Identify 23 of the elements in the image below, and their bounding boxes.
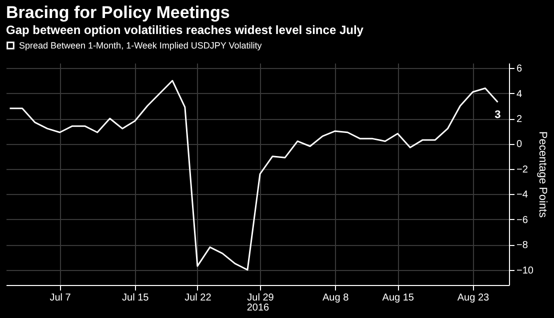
y-tick-label: 2 — [516, 114, 522, 125]
x-tick-label: Jul 22 — [184, 292, 212, 304]
legend-label: Spread Between 1-Month, 1-Week Implied USDJPY Volatility — [19, 40, 262, 50]
x-tick-label: Jul 15 — [122, 292, 150, 304]
chart-title: Bracing for Policy Meetings — [6, 3, 230, 22]
x-tick-label: Jul 7 — [50, 292, 72, 304]
y-tick-label: −8 — [516, 240, 528, 252]
x-tick-label: Aug 15 — [382, 292, 414, 304]
x-tick-label: Aug 8 — [322, 292, 350, 304]
x-tick-label: Aug 23 — [457, 292, 490, 304]
y-tick-label: −2 — [516, 164, 528, 176]
x-axis-title: 2016 — [246, 302, 270, 314]
y-tick-label: 4 — [516, 88, 522, 100]
data-label: 3 — [494, 109, 501, 122]
y-axis-title: Pecentage Points — [536, 131, 548, 218]
y-tick-label: −6 — [516, 214, 528, 226]
y-tick-label: −10 — [516, 265, 534, 276]
y-tick-label: 0 — [516, 139, 522, 150]
line-series — [9, 80, 498, 271]
y-tick-label: 6 — [516, 64, 522, 75]
y-tick-label: −4 — [516, 190, 528, 201]
chart-subtitle: Gap between option volatilities reaches widest level since July — [6, 23, 364, 37]
x-tick-label: Jul 29 — [247, 292, 274, 304]
